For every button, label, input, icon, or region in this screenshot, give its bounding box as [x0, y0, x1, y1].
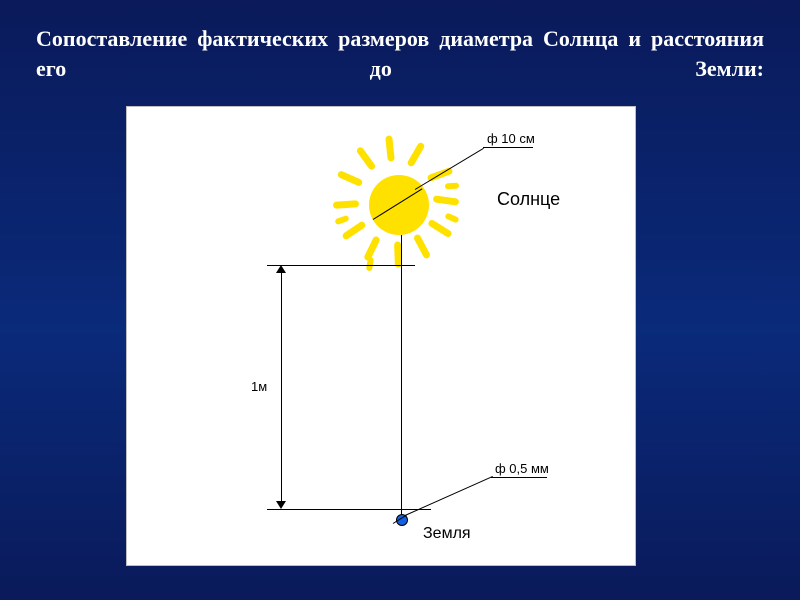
- extent-line-top: [267, 265, 415, 266]
- sun-ray: [341, 220, 366, 240]
- distance-label: 1м: [251, 379, 267, 394]
- sun-ray: [366, 257, 374, 272]
- sun-diameter-label: ф 10 см: [487, 131, 535, 146]
- sun-ray: [413, 233, 431, 259]
- sun-label: Солнце: [497, 189, 560, 210]
- sun-ray: [337, 170, 364, 187]
- sun-ray: [445, 183, 459, 190]
- sun-ray: [356, 146, 377, 171]
- earth-diameter-label: ф 0,5 мм: [495, 461, 549, 476]
- extent-line-bottom: [267, 509, 431, 510]
- slide: Сопоставление фактических размеров диаме…: [0, 0, 800, 600]
- earth-diameter-leader-h: [491, 477, 547, 478]
- dimension-arrow-up: [276, 265, 286, 273]
- diagram-panel: ф 10 см Солнце 1м ф 0,5 мм Земля: [126, 106, 636, 566]
- sun-ray: [444, 212, 459, 223]
- sun-diameter-leader-h: [483, 147, 533, 148]
- earth-diameter-leader: [405, 476, 493, 516]
- sun-ray: [334, 215, 349, 225]
- sun-ray: [333, 200, 359, 209]
- dimension-arrow-down: [276, 501, 286, 509]
- sun-earth-connector: [401, 235, 402, 515]
- earth-label: Земля: [423, 525, 471, 543]
- sun-ray: [433, 195, 460, 206]
- sun-ray: [406, 141, 425, 167]
- sun-core: [369, 175, 429, 235]
- sun-ray: [385, 135, 395, 162]
- sun-ray: [427, 219, 453, 239]
- dimension-line: [281, 269, 282, 505]
- slide-title: Сопоставление фактических размеров диаме…: [36, 24, 764, 83]
